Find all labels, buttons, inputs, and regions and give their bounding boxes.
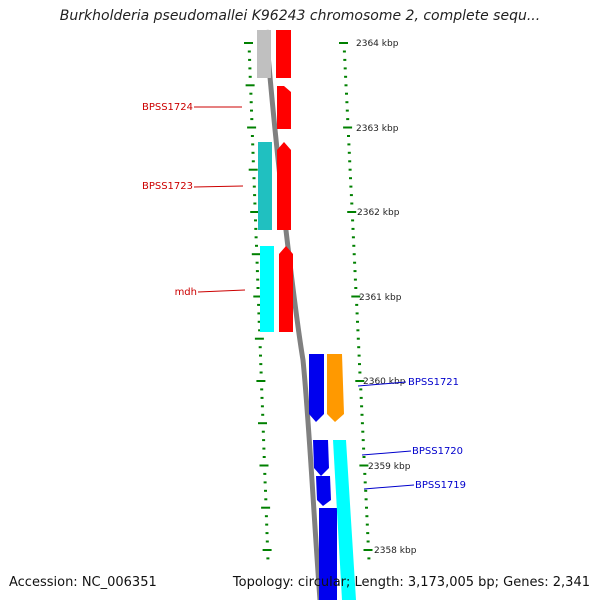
feature-cyan-mdh[interactable] [260,246,274,332]
feature-blue-1719[interactable] [316,476,331,506]
feature-red-top-band[interactable] [277,86,291,129]
map-title: Burkholderia pseudomallei K96243 chromos… [59,8,541,24]
gene-label-bpss1719[interactable]: BPSS1719 [415,480,466,491]
feature-blue-1720[interactable] [313,440,329,476]
gene-label-bpss1721[interactable]: BPSS1721 [408,377,459,388]
scale-label-2363: 2363 kbp [356,124,399,134]
scale-label-2361: 2361 kbp [359,293,402,303]
scale-label-2360: 2360 kbp [363,377,406,387]
scale-labels: 2364 kbp 2363 kbp 2362 kbp 2361 kbp 2360… [356,39,417,556]
feature-blue-1721[interactable] [309,354,324,422]
gene-label-bpss1720[interactable]: BPSS1720 [412,446,463,457]
scale-label-2362: 2362 kbp [357,208,400,218]
leader-lines [193,106,415,490]
feature-blue-lower[interactable] [319,508,337,600]
scale-label-2359: 2359 kbp [368,462,411,472]
accession-text: Accession: NC_006351 [9,575,157,590]
gene-label-mdh[interactable]: mdh [175,287,197,298]
feature-cyan-lower[interactable] [333,440,356,600]
feature-red-mdh[interactable] [279,246,293,332]
feature-orange-1721[interactable] [327,354,344,422]
scale-label-2358: 2358 kbp [374,546,417,556]
gene-label-bpss1724[interactable]: BPSS1724 [142,102,193,113]
gene-label-bpss1723[interactable]: BPSS1723 [142,181,193,192]
features [257,30,356,600]
feature-grey-top[interactable] [257,30,271,78]
feature-red-top[interactable] [276,30,291,78]
feature-red-1723[interactable] [277,142,291,230]
feature-teal-1723[interactable] [258,142,272,230]
scale-label-2364: 2364 kbp [356,39,399,49]
inner-ticks [244,42,272,560]
summary-text: Topology: circular; Length: 3,173,005 bp… [232,575,590,590]
outer-ticks [339,42,373,560]
gene-labels: BPSS1724 BPSS1723 mdh BPSS1721 BPSS1720 … [142,102,466,491]
